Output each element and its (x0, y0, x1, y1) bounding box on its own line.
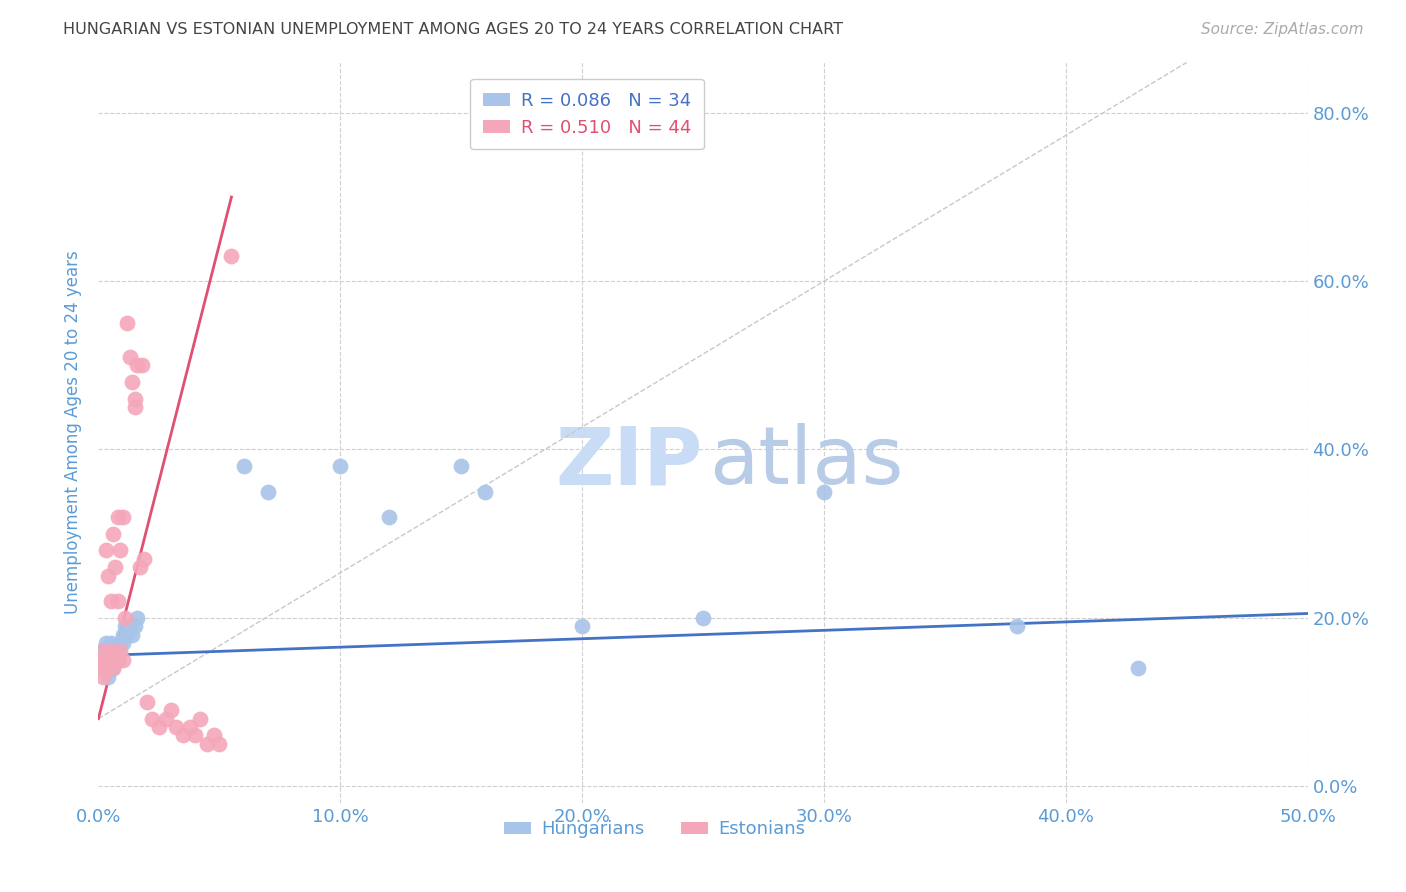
Point (101, 526, 124, 541)
Point (104, 653, 127, 667)
Point (111, 627, 134, 641)
Point (692, 610, 714, 624)
Point (204, 729, 226, 743)
Point (91, 670, 114, 684)
Point (179, 720, 201, 734)
Point (155, 712, 177, 726)
Point (90, 661, 112, 675)
Point (117, 316, 139, 330)
Point (118, 350, 141, 364)
Point (91, 661, 114, 675)
Point (97, 653, 120, 667)
Point (184, 729, 207, 743)
Point (94, 653, 117, 667)
Point (101, 644, 124, 658)
Point (97, 670, 120, 684)
Legend: Hungarians, Estonians: Hungarians, Estonians (496, 814, 813, 846)
Point (195, 737, 218, 751)
Point (100, 594, 122, 608)
Point (100, 653, 122, 667)
Text: atlas: atlas (709, 423, 904, 501)
Point (148, 720, 170, 734)
Point (114, 619, 136, 633)
Point (108, 543, 131, 558)
Point (131, 359, 153, 373)
Point (107, 644, 129, 658)
Point (90, 644, 112, 658)
Point (108, 644, 131, 658)
Point (124, 619, 146, 633)
Point (127, 359, 149, 373)
Text: HUNGARIAN VS ESTONIAN UNEMPLOYMENT AMONG AGES 20 TO 24 YEARS CORRELATION CHART: HUNGARIAN VS ESTONIAN UNEMPLOYMENT AMONG… (63, 22, 844, 37)
Point (107, 594, 129, 608)
Point (94, 636, 117, 650)
Point (450, 459, 472, 474)
Point (111, 509, 134, 524)
Point (118, 619, 141, 633)
Point (329, 459, 352, 474)
Point (100, 636, 122, 650)
Point (94, 543, 117, 558)
Point (165, 720, 187, 734)
Point (121, 627, 143, 641)
Text: Source: ZipAtlas.com: Source: ZipAtlas.com (1201, 22, 1364, 37)
Point (104, 653, 127, 667)
Point (256, 484, 278, 499)
Point (101, 661, 124, 675)
Point (124, 392, 146, 406)
Point (1007, 619, 1029, 633)
Point (104, 560, 127, 574)
Point (188, 712, 211, 726)
Point (377, 509, 399, 524)
Point (135, 695, 157, 709)
Point (104, 653, 127, 667)
Point (1128, 661, 1150, 675)
Point (108, 636, 131, 650)
Point (128, 560, 150, 574)
Point (232, 459, 254, 474)
Point (111, 653, 134, 667)
Point (221, 249, 243, 263)
Point (813, 484, 835, 499)
Point (107, 509, 129, 524)
Point (97, 644, 120, 658)
Text: ZIP: ZIP (555, 423, 703, 501)
Point (141, 712, 163, 726)
Point (172, 729, 194, 743)
Point (107, 653, 129, 667)
Point (474, 484, 496, 499)
Point (90, 653, 112, 667)
Point (94, 661, 117, 675)
Point (127, 610, 149, 624)
Point (121, 375, 143, 389)
Point (134, 551, 156, 566)
Point (160, 703, 183, 717)
Point (101, 661, 124, 675)
Point (97, 568, 120, 582)
Point (114, 610, 136, 624)
Point (100, 644, 122, 658)
Point (571, 619, 593, 633)
Point (117, 627, 139, 641)
Point (208, 737, 231, 751)
Point (124, 401, 146, 415)
Point (91, 644, 114, 658)
Point (111, 636, 134, 650)
Y-axis label: Unemployment Among Ages 20 to 24 years: Unemployment Among Ages 20 to 24 years (65, 251, 83, 615)
